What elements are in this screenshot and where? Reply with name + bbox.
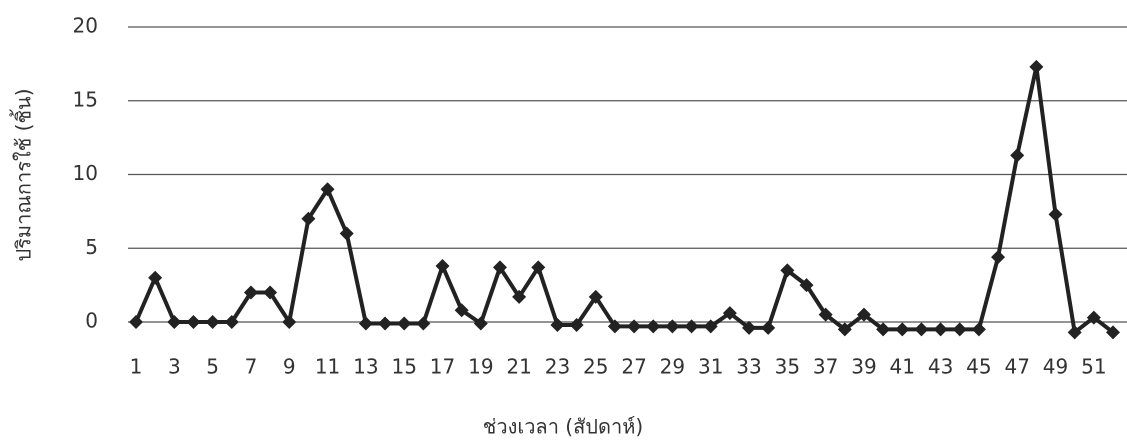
data-point <box>1010 148 1025 163</box>
data-point <box>320 182 335 197</box>
data-point <box>378 316 393 331</box>
x-tick-label: 1 <box>130 355 143 379</box>
data-point <box>876 322 891 337</box>
data-point <box>742 320 757 335</box>
data-point <box>933 322 948 337</box>
x-tick-label: 23 <box>545 355 570 379</box>
x-tick-label: 35 <box>775 355 800 379</box>
data-point <box>627 319 642 334</box>
data-point <box>243 285 258 300</box>
data-line <box>134 64 1115 335</box>
data-point <box>1029 59 1044 74</box>
x-tick-label: 37 <box>813 355 838 379</box>
data-point <box>971 322 986 337</box>
x-tick-label: 25 <box>583 355 608 379</box>
x-tick-label: 27 <box>621 355 646 379</box>
x-tick-label: 9 <box>283 355 296 379</box>
x-tick-label: 43 <box>928 355 953 379</box>
data-point <box>550 317 565 332</box>
data-point <box>282 315 297 329</box>
data-point <box>818 307 833 322</box>
data-point <box>301 211 316 226</box>
data-point <box>186 315 201 329</box>
x-tick-label: 15 <box>391 355 416 379</box>
data-point <box>665 319 680 334</box>
data-point <box>1048 207 1063 222</box>
x-tick-label: 17 <box>430 355 455 379</box>
x-tick-label: 29 <box>660 355 685 379</box>
x-tick-label: 39 <box>851 355 876 379</box>
data-point <box>512 289 527 304</box>
data-point <box>1086 310 1101 325</box>
data-point <box>435 258 450 273</box>
x-tick-label: 13 <box>353 355 378 379</box>
x-tick-label: 7 <box>245 355 258 379</box>
data-point <box>703 319 718 334</box>
y-tick-label: 0 <box>85 309 98 333</box>
data-point <box>569 317 584 332</box>
y-tick-label: 5 <box>85 235 98 259</box>
data-point <box>397 316 412 331</box>
data-point <box>646 319 661 334</box>
data-point <box>263 285 278 300</box>
data-point <box>914 322 929 337</box>
data-point <box>952 322 967 337</box>
data-point <box>991 250 1006 265</box>
y-tick-label: 10 <box>73 161 98 185</box>
data-point <box>761 320 776 335</box>
x-tick-label: 47 <box>1004 355 1029 379</box>
x-tick-label: 49 <box>1043 355 1068 379</box>
x-tick-label: 19 <box>468 355 493 379</box>
data-point <box>837 322 852 337</box>
x-tick-label: 51 <box>1081 355 1106 379</box>
y-tick-label: 20 <box>73 14 98 38</box>
data-point <box>895 322 910 337</box>
x-tick-label: 5 <box>206 355 219 379</box>
x-tick-label: 3 <box>168 355 181 379</box>
data-point <box>339 226 354 241</box>
data-point <box>684 319 699 334</box>
data-point <box>722 306 737 321</box>
data-point <box>416 316 431 331</box>
data-point <box>148 270 163 285</box>
data-point <box>492 260 507 275</box>
data-point <box>167 315 182 329</box>
x-axis-title: ช่วงเวลา (สัปดาห์) <box>483 415 643 439</box>
y-axis-title: ปริมาณการใช้ (ชิ้น) <box>10 88 36 261</box>
y-tick-label: 15 <box>73 87 98 111</box>
data-point <box>129 315 143 329</box>
data-point <box>588 289 603 304</box>
x-tick-label: 41 <box>890 355 915 379</box>
data-point <box>224 315 239 329</box>
data-point <box>856 307 871 322</box>
data-point <box>454 303 469 318</box>
data-point <box>473 316 488 331</box>
x-tick-label: 31 <box>698 355 723 379</box>
x-tick-label: 11 <box>315 355 340 379</box>
data-point <box>799 278 814 293</box>
x-tick-label: 33 <box>736 355 761 379</box>
data-point <box>205 315 220 329</box>
data-point <box>607 319 622 334</box>
x-tick-label: 21 <box>506 355 531 379</box>
data-point <box>780 263 795 278</box>
data-point <box>1106 325 1120 340</box>
x-tick-label: 45 <box>966 355 991 379</box>
data-point <box>358 316 373 331</box>
data-point <box>531 260 546 275</box>
data-point <box>1067 325 1082 340</box>
